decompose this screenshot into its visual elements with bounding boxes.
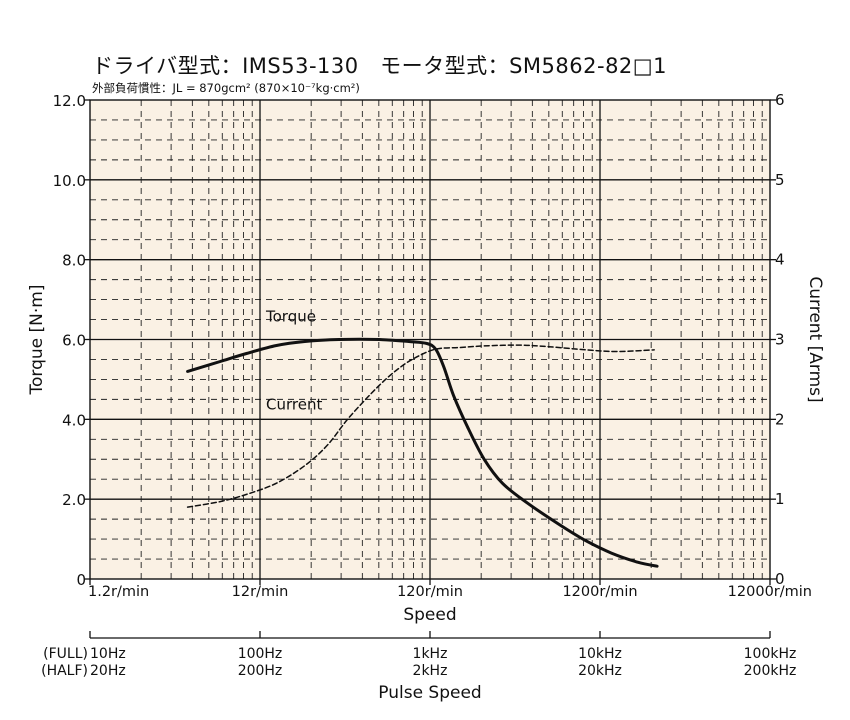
x-tick-label: 120r/min bbox=[397, 584, 463, 600]
pulse-full-label: 1kHz bbox=[413, 646, 448, 662]
y-right-tick-label: 5 bbox=[775, 171, 785, 189]
y-right-tick-label: 4 bbox=[775, 251, 785, 269]
y-left-tick-label: 12.0 bbox=[53, 92, 86, 110]
x-axis-title: Speed bbox=[403, 605, 456, 625]
chart-title: ドライバ型式：IMS53-130 モータ型式：SM5862-82□1 bbox=[92, 54, 667, 78]
torque-line bbox=[186, 337, 659, 568]
axis-labels: Speed Torque [N·m] Current [Arms] bbox=[27, 276, 825, 625]
x-tick-label: 12000r/min bbox=[728, 584, 812, 600]
current-line bbox=[186, 344, 655, 508]
y-left-tick-label: 0 bbox=[76, 571, 86, 589]
y-left-axis-title: Torque [N·m] bbox=[27, 285, 47, 396]
pulse-half-label: 200kHz bbox=[744, 663, 797, 679]
axis-ticks: 0 2.0 4.0 6.0 8.0 10.0 12.0 0 1 2 3 4 5 6 1.2r/min 12r/… bbox=[53, 91, 812, 600]
x-tick-label: 1.2r/min bbox=[88, 584, 149, 600]
y-left-tick-label: 8.0 bbox=[62, 252, 86, 270]
y-left-tick-label: 4.0 bbox=[62, 411, 86, 429]
y-left-tick-label: 2.0 bbox=[62, 491, 86, 509]
y-right-tick-label: 6 bbox=[775, 91, 785, 109]
y-left-tick-label: 6.0 bbox=[62, 332, 86, 350]
series-annotation: Current bbox=[266, 395, 322, 413]
pulse-half-label: 200Hz bbox=[238, 663, 283, 679]
pulse-half-label: 20Hz bbox=[90, 663, 126, 679]
pulse-row-label-full: (FULL) bbox=[43, 646, 88, 662]
series-layer: Torque Current bbox=[186, 308, 659, 568]
x-tick-label: 1200r/min bbox=[562, 584, 637, 600]
chart-subtitle: 外部負荷慣性：JL = 870gcm² (870×10⁻⁷kg·cm²) bbox=[92, 81, 360, 95]
grid-lines bbox=[90, 100, 770, 579]
pulse-full-label: 10kHz bbox=[578, 646, 622, 662]
y-right-tick-label: 0 bbox=[775, 570, 785, 588]
x-tick-label: 12r/min bbox=[232, 584, 289, 600]
pulse-full-label: 10Hz bbox=[90, 646, 126, 662]
y-left-tick-label: 10.0 bbox=[53, 172, 86, 190]
pulse-full-label: 100Hz bbox=[238, 646, 283, 662]
y-right-tick-label: 1 bbox=[775, 490, 785, 508]
pulse-half-label: 2kHz bbox=[413, 663, 448, 679]
pulse-full-label: 100kHz bbox=[744, 646, 797, 662]
y-right-tick-label: 3 bbox=[775, 331, 785, 349]
pulse-axis-title: Pulse Speed bbox=[378, 683, 481, 703]
pulse-row-label-half: (HALF) bbox=[41, 663, 88, 679]
y-right-axis-title: Current [Arms] bbox=[805, 276, 825, 402]
pulse-half-label: 20kHz bbox=[578, 663, 622, 679]
y-right-tick-label: 2 bbox=[775, 410, 785, 428]
series-annotation: Torque bbox=[265, 308, 316, 326]
